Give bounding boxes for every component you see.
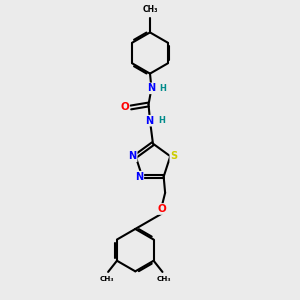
Text: N: N [147,83,155,93]
Text: H: H [160,84,167,93]
Text: S: S [170,151,177,161]
Text: N: N [135,172,143,182]
Text: O: O [120,102,129,112]
Text: N: N [129,151,137,161]
Text: CH₃: CH₃ [157,276,171,282]
Text: CH₃: CH₃ [99,276,114,282]
Text: H: H [158,116,165,125]
Text: O: O [158,204,167,214]
Text: N: N [145,116,154,126]
Text: CH₃: CH₃ [142,5,158,14]
